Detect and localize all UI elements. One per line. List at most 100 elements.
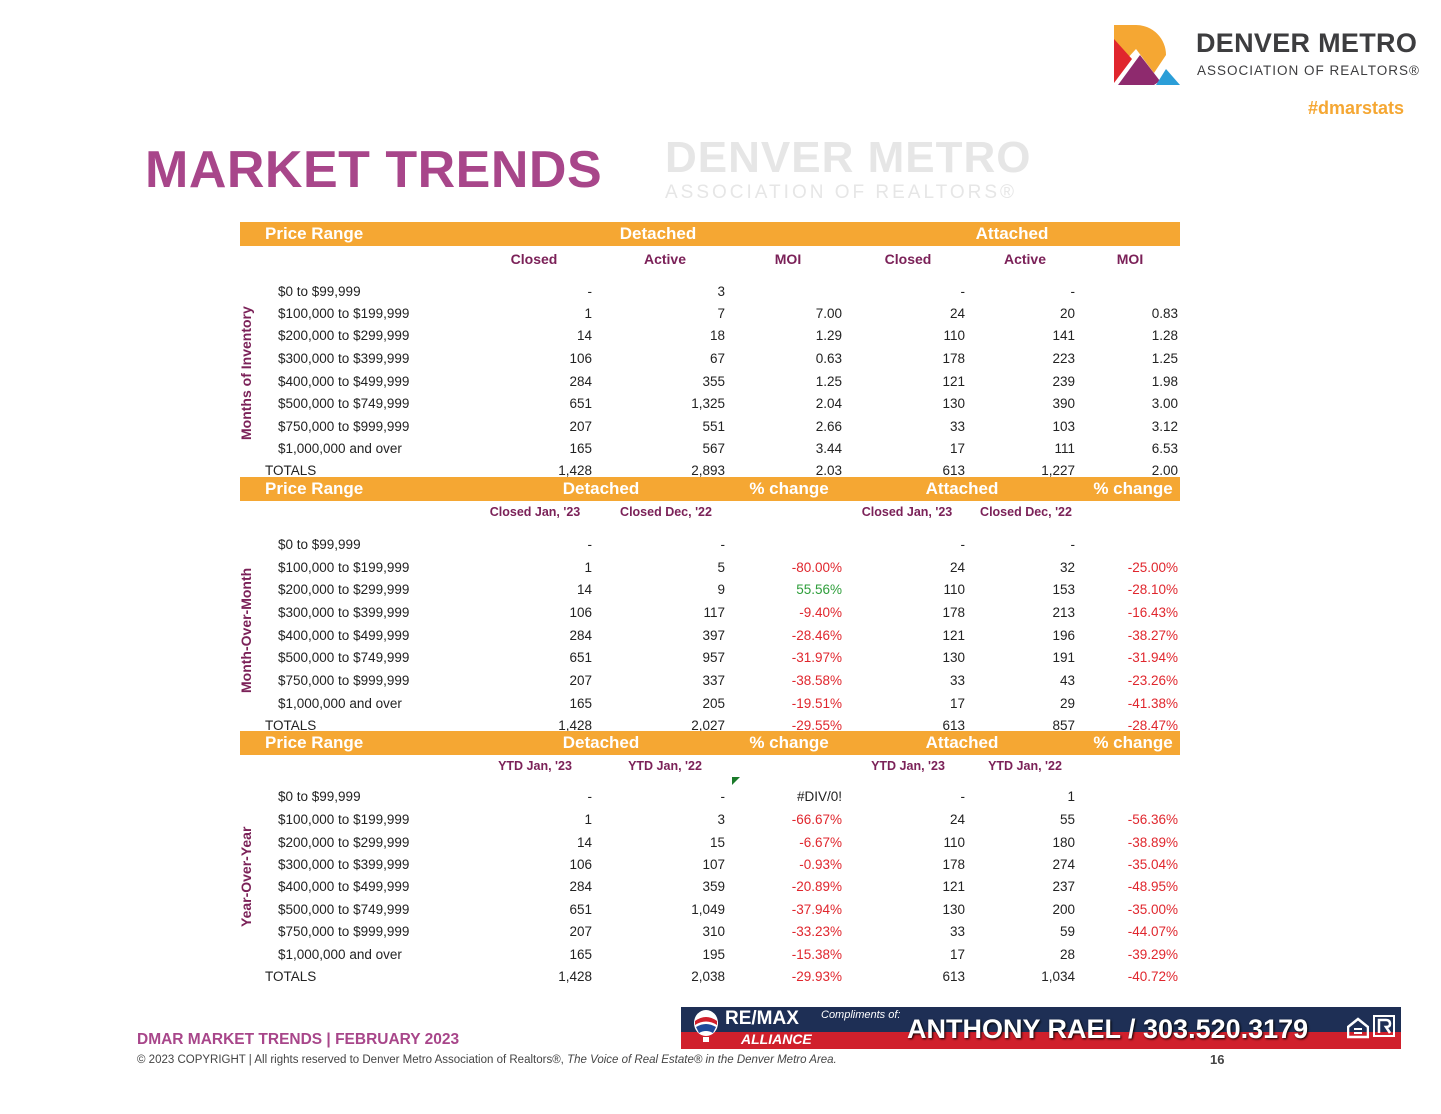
- table-cell: 207: [569, 419, 592, 434]
- table-cell: 613: [942, 718, 965, 733]
- table-row: $750,000 to $999,999 207 337 -38.58% 33 43 -23…: [240, 672, 1180, 694]
- table-cell: 1,325: [691, 396, 725, 411]
- agent-banner: RE/MAX ALLIANCE Compliments of: ANTHONY …: [681, 1007, 1401, 1049]
- table-cell: 651: [569, 650, 592, 665]
- table-cell: 17: [949, 947, 965, 962]
- table-cell: 7.00: [815, 306, 842, 321]
- table-cell: 213: [1052, 605, 1075, 620]
- table-header-band: Price Range Detached % change Attached %…: [240, 731, 1180, 755]
- price-range-label: $200,000 to $299,999: [278, 328, 410, 343]
- totals-row: TOTALS 1,428 2,038 -29.93% 613 1,034 -40.72%: [240, 968, 1180, 990]
- table-cell: 3.44: [815, 441, 842, 456]
- table-cell: 178: [942, 857, 965, 872]
- table-cell: -38.89%: [1127, 835, 1178, 850]
- table-cell: 33: [949, 419, 965, 434]
- table-cell: 196: [1052, 628, 1075, 643]
- table-cell: -56.36%: [1127, 812, 1178, 827]
- table-cell: 33: [949, 924, 965, 939]
- table-cell: 106: [569, 351, 592, 366]
- table-cell: 551: [702, 419, 725, 434]
- col-header: MOI: [774, 251, 802, 267]
- price-range-label: $100,000 to $199,999: [278, 812, 410, 827]
- table-cell: 14: [576, 328, 592, 343]
- realtor-logo-icon: [1373, 1015, 1395, 1037]
- table-cell: 957: [702, 650, 725, 665]
- price-range-label: $1,000,000 and over: [278, 696, 402, 711]
- watermark-line2: ASSOCIATION OF REALTORS®: [665, 182, 1018, 203]
- table-cell: -80.00%: [791, 560, 842, 575]
- price-range-label: $200,000 to $299,999: [278, 582, 410, 597]
- copyright-tagline: The Voice of Real Estate® in the Denver …: [567, 1054, 837, 1066]
- table-cell: 165: [569, 441, 592, 456]
- table-cell: 1.25: [815, 374, 842, 389]
- table-cell: 284: [569, 628, 592, 643]
- table-cell: 1,227: [1041, 463, 1075, 478]
- price-range-label: $500,000 to $749,999: [278, 650, 410, 665]
- table-row: $1,000,000 and over 165 195 -15.38% 17 28 -39.…: [240, 946, 1180, 968]
- table-row: $500,000 to $749,999 651 1,049 -37.94% 130 20…: [240, 901, 1180, 923]
- price-range-label: $0 to $99,999: [278, 284, 361, 299]
- table-cell: 43: [1059, 673, 1075, 688]
- table-cell: 390: [1052, 396, 1075, 411]
- table-cell: -48.95%: [1127, 879, 1178, 894]
- table-cell: -38.27%: [1127, 628, 1178, 643]
- table-cell: 397: [702, 628, 725, 643]
- table-row: $750,000 to $999,999 207 551 2.66 33 103 3.12: [240, 418, 1180, 440]
- table-cell: 1,428: [558, 969, 592, 984]
- table-row: $100,000 to $199,999 1 7 7.00 24 20 0.83: [240, 305, 1180, 327]
- table-cell: -23.26%: [1127, 673, 1178, 688]
- table-cell: 110: [943, 582, 965, 597]
- table-cell: -9.40%: [799, 605, 842, 620]
- table-cell: 121: [942, 879, 965, 894]
- table-cell: -19.51%: [791, 696, 842, 711]
- table-cell: 14: [576, 835, 592, 850]
- table-cell: 15: [709, 835, 725, 850]
- table-cell: 130: [942, 902, 965, 917]
- table-cell: 14: [576, 582, 592, 597]
- table-cell: 1: [584, 812, 592, 827]
- table-cell: 1: [584, 560, 592, 575]
- table-cell: -41.38%: [1127, 696, 1178, 711]
- price-range-label: $200,000 to $299,999: [278, 835, 410, 850]
- table-cell: 195: [702, 947, 725, 962]
- table-cell: 2,038: [691, 969, 725, 984]
- table-cell: 121: [942, 628, 965, 643]
- table-cell: -20.89%: [791, 879, 842, 894]
- col-header: YTD Jan, '22: [628, 759, 702, 773]
- pct-change-header: % change: [1093, 733, 1173, 752]
- table-cell: -16.43%: [1127, 605, 1178, 620]
- table-cell: 59: [1059, 924, 1075, 939]
- copyright: © 2023 COPYRIGHT | All rights reserved t…: [137, 1053, 837, 1067]
- table-cell: 1: [1067, 789, 1075, 804]
- table-cell: 2.04: [815, 396, 842, 411]
- col-header: YTD Jan, '23: [871, 759, 945, 773]
- detached-header: Detached: [562, 479, 640, 498]
- table-cell: 106: [569, 605, 592, 620]
- price-range-header: Price Range: [265, 224, 364, 243]
- table-cell: 2,027: [691, 718, 725, 733]
- table-cell: 651: [569, 396, 592, 411]
- col-header: MOI: [1116, 251, 1144, 267]
- table-cell: 18: [709, 328, 725, 343]
- price-range-label: $750,000 to $999,999: [278, 673, 410, 688]
- table-cell: 3.00: [1151, 396, 1178, 411]
- table-cell: -29.55%: [791, 718, 842, 733]
- table-cell: -29.93%: [791, 969, 842, 984]
- table-cell: 1.29: [815, 328, 842, 343]
- price-range-label: $1,000,000 and over: [278, 947, 402, 962]
- table-cell: 2.00: [1151, 463, 1178, 478]
- col-header: Closed Dec, '22: [620, 505, 712, 519]
- table-cell: -31.94%: [1127, 650, 1178, 665]
- table-cell: 2.03: [815, 463, 842, 478]
- table-cell: 200: [1052, 902, 1075, 917]
- table-cell: -35.04%: [1127, 857, 1178, 872]
- col-header: YTD Jan, '22: [988, 759, 1062, 773]
- table-cell: -37.94%: [791, 902, 842, 917]
- table-cell: 1,034: [1041, 969, 1075, 984]
- table-cell: 110: [943, 328, 965, 343]
- price-range-label: $750,000 to $999,999: [278, 419, 410, 434]
- price-range-label: $750,000 to $999,999: [278, 924, 410, 939]
- table-cell: 223: [1052, 351, 1075, 366]
- table-cell: 651: [569, 902, 592, 917]
- footer-title: DMAR MARKET TRENDS | FEBRUARY 2023: [137, 1031, 460, 1048]
